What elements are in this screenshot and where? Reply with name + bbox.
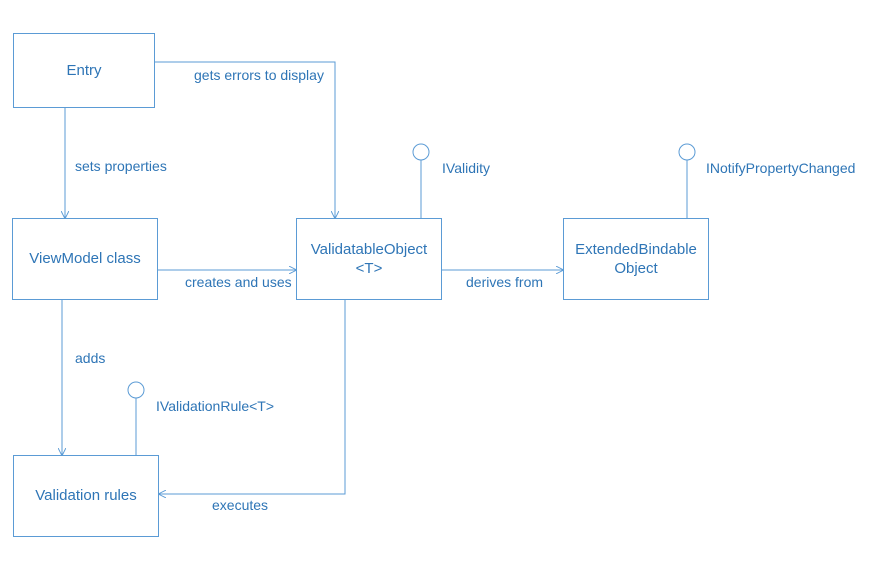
edge-label-derives-from: derives from xyxy=(466,274,543,290)
node-label: ExtendedBindable Object xyxy=(575,240,697,279)
edge-label-executes: executes xyxy=(212,497,268,513)
edge-entry-to-validatable xyxy=(155,62,335,218)
edge-label-sets-properties: sets properties xyxy=(75,158,167,174)
interface-label-inotify: INotifyPropertyChanged xyxy=(706,160,855,176)
node-validatable: ValidatableObject <T> xyxy=(296,218,442,300)
edge-label-gets-errors: gets errors to display xyxy=(194,67,324,83)
lollipop-icon xyxy=(679,144,695,160)
node-entry: Entry xyxy=(13,33,155,108)
lollipop-icon xyxy=(128,382,144,398)
edge-label-adds: adds xyxy=(75,350,105,366)
node-label: Validation rules xyxy=(35,486,136,506)
node-label: ValidatableObject <T> xyxy=(311,240,427,279)
edge-label-creates-uses: creates and uses xyxy=(185,274,292,290)
node-label: ViewModel class xyxy=(29,249,140,269)
node-extbindable: ExtendedBindable Object xyxy=(563,218,709,300)
edge-validatable-to-rules xyxy=(159,300,345,494)
node-label: Entry xyxy=(66,61,101,81)
lollipop-icon xyxy=(413,144,429,160)
node-viewmodel: ViewModel class xyxy=(12,218,158,300)
interface-label-ivalidationrule: IValidationRule<T> xyxy=(156,398,274,414)
node-rules: Validation rules xyxy=(13,455,159,537)
interface-label-ivalidity: IValidity xyxy=(442,160,490,176)
